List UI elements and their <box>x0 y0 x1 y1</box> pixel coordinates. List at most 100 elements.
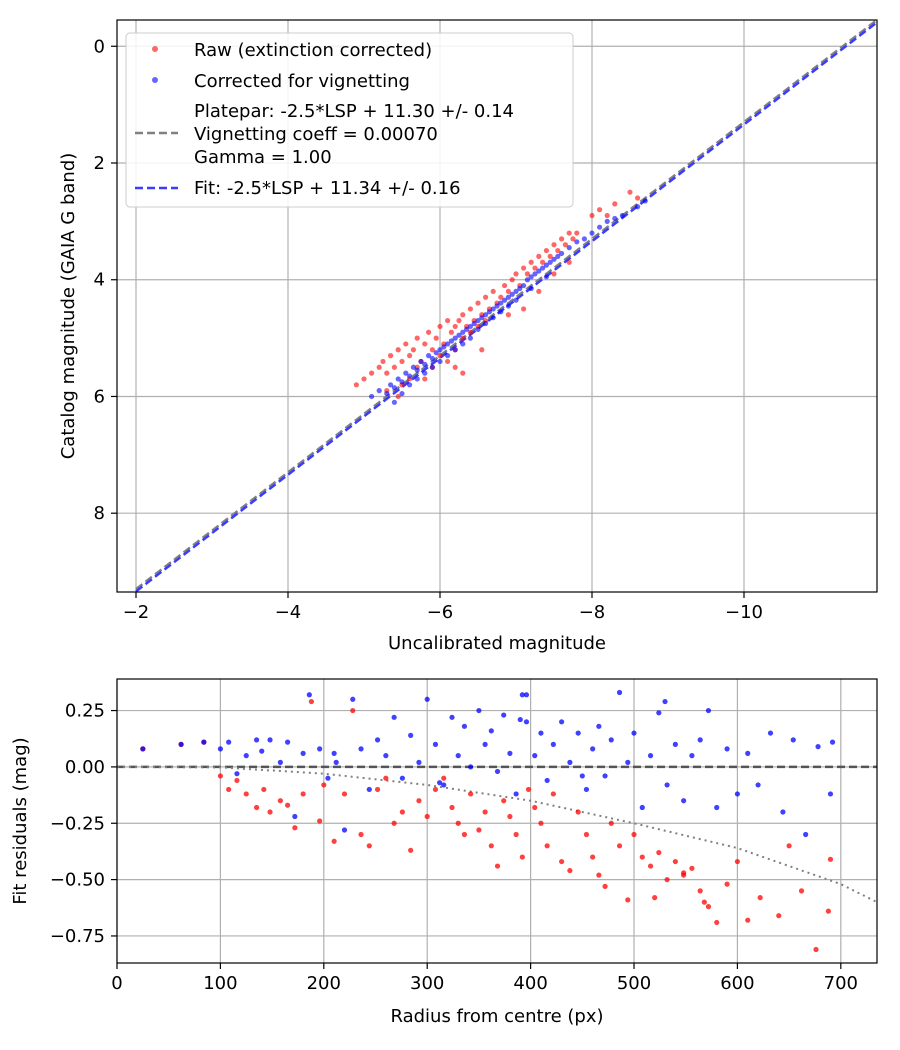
top-x-tick-label: −10 <box>725 602 763 623</box>
bot-raw-point <box>519 854 525 860</box>
bot-corrected-point <box>217 746 224 752</box>
top-raw-point <box>597 207 603 213</box>
top-corrected-point <box>475 317 481 324</box>
top-corrected-point <box>490 306 496 312</box>
bot-raw-point <box>350 707 356 714</box>
top-corrected-point <box>589 230 595 236</box>
top-raw-point <box>456 317 462 324</box>
top-raw-point <box>543 247 550 254</box>
bot-corrected-point <box>827 791 834 797</box>
bot-corrected-point <box>408 732 414 738</box>
bot-corrected-point <box>468 764 474 770</box>
top-raw-point <box>422 341 428 347</box>
bot-raw-point <box>538 820 544 826</box>
bot-raw-point <box>672 858 678 865</box>
top-corrected-point <box>414 376 420 382</box>
top-corrected-point <box>475 326 481 332</box>
bot-raw-point <box>226 786 232 793</box>
top-raw-point <box>483 294 489 300</box>
legend: Raw (extinction corrected) Corrected for… <box>125 32 574 208</box>
legend-corrected-marker <box>152 77 158 83</box>
bot-raw-point <box>366 843 372 849</box>
bot-raw-point <box>461 831 468 838</box>
bot-y-tick-label: 0.25 <box>65 701 105 722</box>
top-corrected-point <box>376 388 382 394</box>
bot-corrected-point <box>513 791 519 797</box>
top-raw-point <box>528 259 534 265</box>
top-corrected-point <box>429 355 435 362</box>
top-raw-point <box>505 312 511 318</box>
bot-corrected-point <box>350 696 356 702</box>
bot-corrected-point <box>482 741 488 747</box>
top-corrected-point <box>399 379 405 385</box>
bot-raw-point <box>267 809 273 815</box>
top-raw-point <box>399 358 405 365</box>
bot-corrected-point <box>383 753 389 759</box>
bot-corrected-point <box>449 714 455 720</box>
bot-corrected-point <box>399 775 405 781</box>
top-corrected-point <box>532 271 538 277</box>
top-corrected-point <box>467 335 473 341</box>
legend-platepar-label: Platepar: -2.5*LSP + 11.30 +/- 0.14 <box>194 101 514 122</box>
top-corrected-point <box>407 382 413 388</box>
bot-corrected-point <box>234 771 240 777</box>
bot-y-tick-label: −0.75 <box>50 926 105 947</box>
bot-raw-point <box>391 820 397 826</box>
bot-raw-point <box>681 870 687 876</box>
top-raw-point <box>452 323 458 330</box>
top-raw-point <box>361 376 367 382</box>
top-raw-point <box>395 393 401 400</box>
top-corrected-point <box>597 224 603 230</box>
bot-corrected-point <box>391 714 397 720</box>
top-corrected-point <box>437 347 443 353</box>
top-raw-point <box>467 329 473 335</box>
bot-raw-point <box>825 908 832 914</box>
bot-corrected-point <box>579 773 585 779</box>
bot-corrected-point <box>616 689 623 696</box>
legend-fit-label: Fit: -2.5*LSP + 11.34 +/- 0.16 <box>194 178 461 199</box>
bot-raw-point <box>374 786 381 793</box>
bot-corrected-point <box>664 782 670 788</box>
bottom-y-axis-label: Fit residuals (mag) <box>10 737 31 904</box>
bot-raw-point <box>559 858 565 865</box>
top-raw-point <box>422 376 428 382</box>
bot-raw-point <box>513 831 519 838</box>
bottom-reference-lines <box>117 765 877 904</box>
top-corrected-point <box>418 358 424 365</box>
top-corrected-point <box>429 364 435 370</box>
top-raw-point <box>403 341 409 347</box>
bot-corrected-point <box>647 753 654 759</box>
top-corrected-point <box>619 212 626 219</box>
bot-corrected-point <box>366 786 372 793</box>
top-corrected-point <box>426 353 432 359</box>
bot-corrected-point <box>689 753 695 759</box>
bot-raw-point <box>776 913 782 919</box>
bot-raw-point <box>616 843 623 849</box>
top-corrected-point <box>604 218 610 224</box>
bot-raw-point <box>639 854 645 860</box>
bot-raw-point <box>341 791 348 797</box>
bot-raw-point <box>424 813 430 820</box>
top-corrected-point <box>528 274 534 280</box>
bottom-plot-background <box>117 679 877 963</box>
bot-x-tick-label: 200 <box>307 973 341 994</box>
bot-raw-point <box>625 897 631 903</box>
bot-corrected-point <box>306 692 312 698</box>
top-raw-point <box>509 277 515 283</box>
top-corrected-point <box>581 236 588 242</box>
bot-corrected-point <box>523 719 530 725</box>
top-raw-point <box>589 212 595 219</box>
top-corrected-point <box>445 341 451 347</box>
bot-raw-point <box>631 831 637 838</box>
bot-raw-point <box>217 773 224 779</box>
top-corrected-point <box>543 274 550 280</box>
bot-raw-point <box>525 786 532 793</box>
top-corrected-point <box>490 315 496 321</box>
bot-corrected-point <box>532 753 538 759</box>
bot-raw-point <box>714 919 720 926</box>
top-corrected-point <box>547 259 553 265</box>
bot-corrected-point <box>476 707 482 714</box>
bot-corrected-point <box>780 809 786 815</box>
top-raw-point <box>536 253 542 259</box>
bot-corrected-point <box>803 831 809 838</box>
